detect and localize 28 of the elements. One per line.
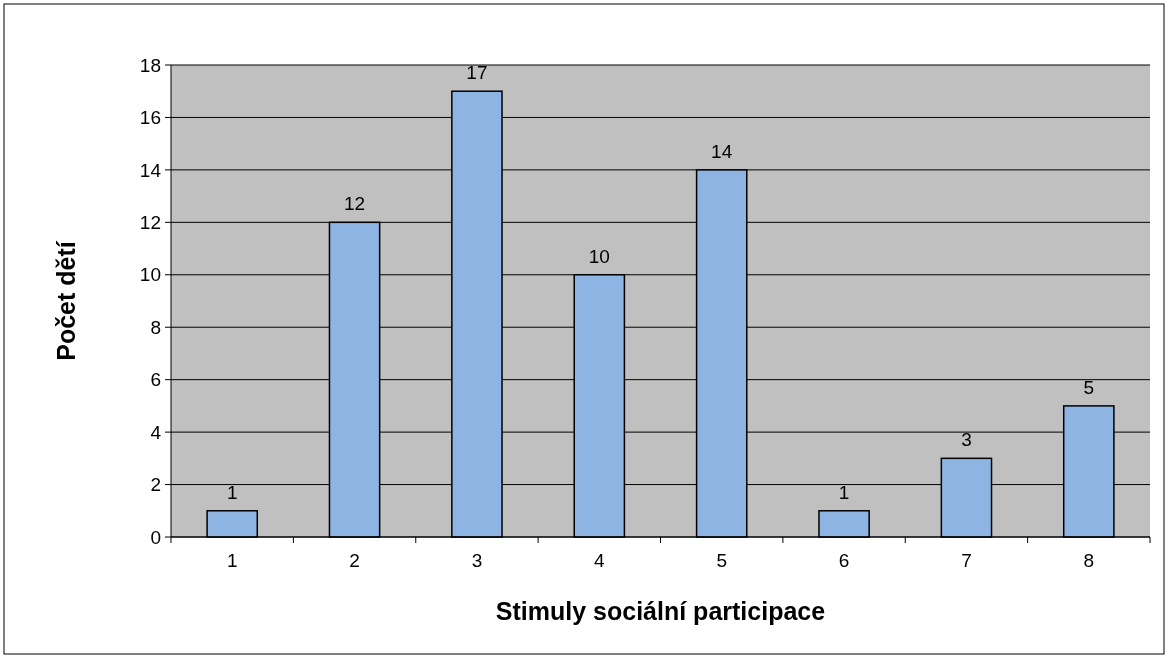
y-tick-label: 10 [139, 264, 161, 286]
data-label: 1 [838, 481, 850, 503]
data-label: 12 [343, 193, 366, 215]
y-tick-label: 12 [139, 211, 161, 233]
y-tick-label: 16 [139, 107, 161, 129]
x-tick-label: 3 [471, 550, 483, 571]
x-tick-label: 8 [1083, 550, 1095, 571]
data-label: 10 [588, 245, 610, 267]
x-tick-label: 7 [961, 550, 972, 571]
x-axis-title: Stimuly sociální participace [495, 597, 826, 625]
x-tick-label: 6 [838, 550, 850, 571]
y-tick-label: 8 [150, 316, 161, 338]
x-tick-label: 4 [594, 550, 606, 571]
data-label: 5 [1083, 376, 1095, 398]
y-axis-title: Počet dětí [52, 240, 80, 361]
y-tick-label: 2 [150, 474, 161, 496]
data-label: 14 [711, 140, 733, 162]
y-tick-label: 4 [150, 421, 162, 443]
x-tick-label: 5 [716, 550, 727, 571]
data-label: 1 [226, 481, 238, 503]
x-tick-label: 1 [226, 550, 238, 571]
data-label: 17 [466, 62, 488, 84]
data-label: 3 [961, 429, 972, 451]
x-tick-label: 2 [349, 550, 360, 571]
y-tick-label: 6 [150, 369, 161, 391]
y-tick-label: 14 [139, 159, 162, 181]
y-tick-label: 0 [150, 526, 161, 548]
y-tick-label: 18 [139, 54, 161, 76]
